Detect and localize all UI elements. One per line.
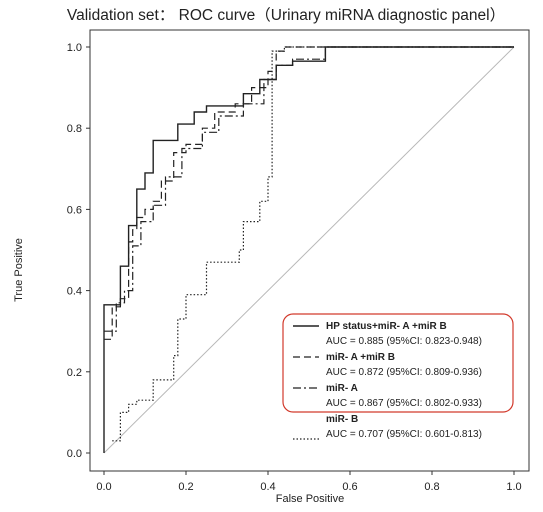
x-tick-label: 0.0 <box>96 481 111 493</box>
roc-line-2 <box>104 46 514 340</box>
legend-label-1: HP status+miR- A +miR B <box>326 321 447 332</box>
plot-frame <box>89 29 530 472</box>
legend-label-3: miR- A <box>326 383 358 394</box>
reference-diagonal <box>103 46 515 454</box>
legend-auc-4: AUC = 0.707 (95%CI: 0.601-0.813) <box>326 429 482 440</box>
y-tick-label: 0.0 <box>67 448 82 460</box>
legend-label-2: miR- A +miR B <box>326 352 395 363</box>
chart-title: Validation set： ROC curve（Urinary miRNA … <box>67 7 505 24</box>
legend-highlight-box <box>282 313 514 413</box>
legend-label-4: miR- B <box>326 414 358 425</box>
x-tick-label: 0.4 <box>260 481 275 493</box>
legend-auc-1: AUC = 0.885 (95%CI: 0.823-0.948) <box>326 336 482 347</box>
legend-auc-2: AUC = 0.872 (95%CI: 0.809-0.936) <box>326 367 482 378</box>
x-tick-label: 0.6 <box>342 481 357 493</box>
x-tick-label: 0.8 <box>424 481 439 493</box>
y-tick-label: 0.6 <box>67 204 82 216</box>
x-tick-label: 0.2 <box>178 481 193 493</box>
legend: HP status+miR- A +miR B AUC = 0.885 (95%C… <box>293 321 482 440</box>
x-axis-label: False Positive <box>276 493 344 505</box>
y-tick-label: 0.2 <box>67 367 82 379</box>
roc-line-3 <box>104 46 514 332</box>
x-tick-label: 1.0 <box>506 481 521 493</box>
legend-auc-3: AUC = 0.867 (95%CI: 0.802-0.933) <box>326 398 482 409</box>
y-axis-label: True Positive <box>13 238 25 302</box>
y-tick-label: 0.8 <box>67 123 82 135</box>
y-tick-label: 0.4 <box>67 286 82 298</box>
y-tick-label: 1.0 <box>67 42 82 54</box>
roc-line-4 <box>112 46 514 442</box>
